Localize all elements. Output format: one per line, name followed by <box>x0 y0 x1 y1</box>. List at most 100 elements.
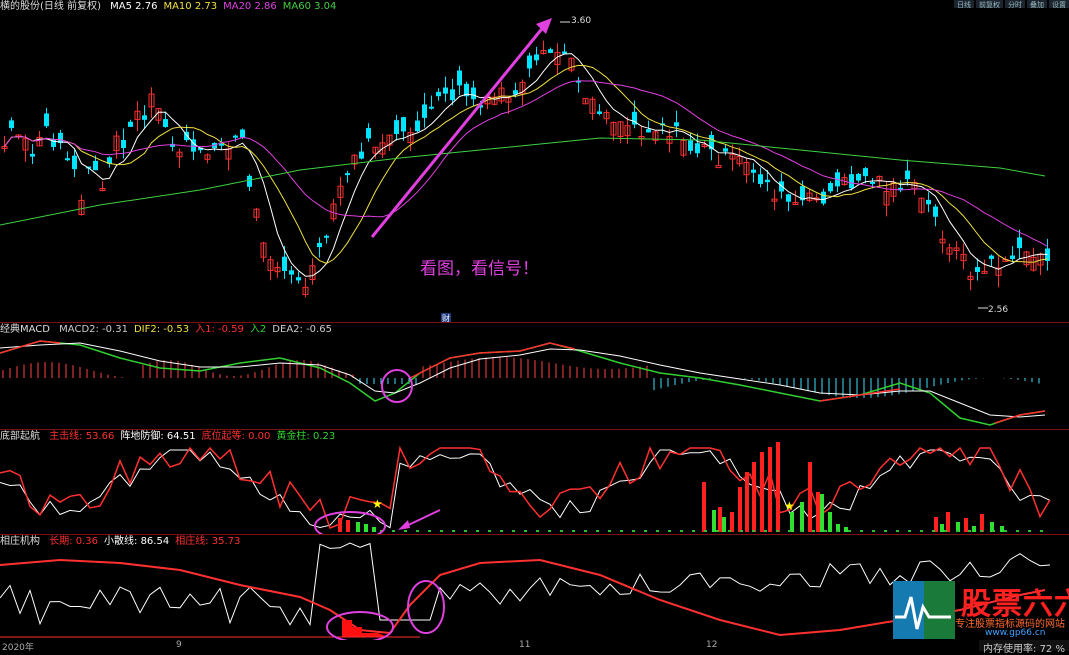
price-pane[interactable]: 横的股份(日线 前复权) MA5 2.76 MA10 2.73 MA20 2.86 M… <box>0 0 1069 322</box>
candle-body <box>457 70 462 86</box>
candle-body <box>99 188 106 192</box>
dif-red-segment <box>819 388 901 402</box>
candle-body <box>975 267 980 273</box>
candle-body <box>359 151 364 159</box>
candle-body <box>905 170 910 180</box>
star-icon: ★ <box>372 497 383 511</box>
signal-highlight <box>314 511 386 534</box>
date-tick: 2020年 <box>2 643 34 653</box>
candle-body <box>989 255 994 259</box>
candle-body <box>121 139 126 149</box>
baseline-dot <box>980 530 983 532</box>
candle-body <box>995 267 1002 276</box>
baseline-dot <box>896 530 899 532</box>
ma20-line <box>4 80 1048 247</box>
institution-legend: 相庄机构 长期: 0.36 小散线: 86.54 相庄线: 35.73 <box>0 535 252 549</box>
toolbar-button[interactable]: 叠加 <box>1027 0 1047 9</box>
candle-body <box>806 192 813 201</box>
institution-pane[interactable]: 相庄机构 长期: 0.36 小散线: 86.54 相庄线: 35.73 <box>0 535 1069 640</box>
baseline-dot <box>788 530 791 532</box>
baseline-dot <box>848 530 851 532</box>
institution-name: 相庄机构 <box>0 536 40 547</box>
bottom-signal-legend: 底部起航 主击线: 53.66 阵地防御: 64.51 底位起等: 0.00 黄金柱:… <box>0 430 347 444</box>
baseline-dot <box>1016 530 1019 532</box>
pointer-arrow-head-icon <box>398 520 410 530</box>
candle-body <box>65 158 70 161</box>
candle-body <box>701 144 708 148</box>
red-signal-bar <box>745 472 749 532</box>
macd-legend-item: 入2 <box>249 324 267 335</box>
candlestick-chart[interactable] <box>0 0 1069 322</box>
baseline-dot <box>500 530 503 532</box>
toolbar-button[interactable]: 分时 <box>1005 0 1025 9</box>
candle-body <box>610 122 617 136</box>
baseline-dot <box>680 530 683 532</box>
red-signal-bar <box>346 520 350 532</box>
candle-body <box>856 173 861 181</box>
candle-body <box>219 143 224 146</box>
toolbar-button[interactable]: 设置 <box>1049 0 1069 9</box>
red-signal-bar <box>776 442 780 532</box>
toolbar-button[interactable]: 前复权 <box>976 0 1003 9</box>
bottom-signal-legend-item: 黄金柱: 0.23 <box>276 431 336 442</box>
red-signal-bar <box>760 452 764 532</box>
candle-body <box>695 143 700 154</box>
date-tick: 11 <box>519 640 531 650</box>
macd-chart[interactable] <box>0 323 1069 429</box>
candle-body <box>953 247 960 252</box>
candle-body <box>562 51 567 54</box>
finance-badge[interactable]: 财 <box>441 313 451 322</box>
macd-pane[interactable]: 经典MACD MACD2: -0.31 DIF2: -0.53 入1: -0.59 入… <box>0 323 1069 429</box>
baseline-dot <box>824 530 827 532</box>
baseline-dot <box>524 530 527 532</box>
candle-body <box>491 96 498 105</box>
baseline-dot <box>644 530 647 532</box>
trend-arrow <box>370 24 547 238</box>
baseline-dot <box>992 530 995 532</box>
baseline-dot <box>932 530 935 532</box>
bottom-signal-legend-item: 底位起等: 0.00 <box>201 431 271 442</box>
candle-body <box>548 49 553 53</box>
candle-body <box>372 146 379 154</box>
green-gold-bar <box>828 512 832 532</box>
watermark-brand: 股票六六 <box>961 587 1069 622</box>
candle-body <box>233 135 238 138</box>
green-gold-bar <box>722 517 726 532</box>
baseline-dot <box>560 530 563 532</box>
candle-body <box>568 57 575 71</box>
candle-body <box>394 120 399 135</box>
candle-body <box>870 181 875 184</box>
candle-body <box>163 119 168 127</box>
date-tick: 9 <box>176 640 182 650</box>
candle-body <box>407 132 414 144</box>
bottom-signal-pane[interactable]: 底部起航 主击线: 53.66 阵地防御: 64.51 底位起等: 0.00 黄金柱:… <box>0 430 1069 534</box>
candle-body <box>247 175 252 187</box>
baseline-dot <box>428 530 431 532</box>
bottom-signal-chart[interactable]: ★ ★ <box>0 430 1069 534</box>
candle-body <box>58 132 63 144</box>
baseline-dot <box>1028 530 1031 532</box>
red-signal-bar <box>934 517 938 532</box>
pane-divider <box>0 534 1069 535</box>
toolbar-button[interactable]: 日线 <box>954 0 974 9</box>
candle-body <box>309 265 316 280</box>
candle-body <box>960 253 967 262</box>
candle-body <box>505 97 512 103</box>
candle-body <box>1010 255 1015 259</box>
candle-body <box>946 247 953 255</box>
candle-body <box>1045 248 1050 261</box>
candle-body <box>198 147 203 151</box>
red-signal-bar <box>964 518 968 532</box>
candle-body <box>513 90 518 95</box>
institution-chart[interactable] <box>0 535 1069 640</box>
red-signal-bar <box>718 507 722 532</box>
candle-body <box>324 235 329 238</box>
pane-divider <box>0 429 1069 430</box>
green-gold-bar <box>712 510 716 532</box>
institution-legend-item: 长期: 0.36 <box>49 536 99 547</box>
green-gold-bar <box>372 527 376 532</box>
candle-body <box>743 161 750 176</box>
macd-cross-highlight <box>381 369 413 403</box>
candle-body <box>918 197 925 213</box>
candle-body <box>821 191 826 204</box>
